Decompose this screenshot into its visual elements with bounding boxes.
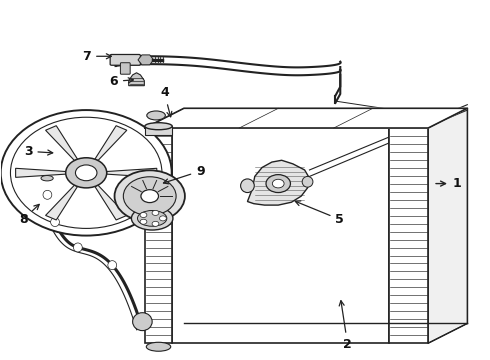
Polygon shape: [428, 108, 467, 343]
Text: 1: 1: [436, 177, 462, 190]
Text: 8: 8: [19, 204, 39, 226]
Ellipse shape: [50, 217, 59, 226]
Circle shape: [272, 179, 284, 188]
Circle shape: [10, 117, 162, 228]
Polygon shape: [129, 73, 145, 86]
Circle shape: [0, 110, 172, 235]
Text: 2: 2: [339, 301, 352, 351]
Bar: [172, 128, 389, 343]
Polygon shape: [95, 126, 127, 161]
Circle shape: [140, 219, 147, 224]
Text: 3: 3: [24, 145, 53, 158]
Ellipse shape: [241, 179, 254, 193]
Ellipse shape: [147, 111, 165, 120]
Circle shape: [152, 210, 159, 215]
Bar: [145, 126, 172, 135]
Text: 6: 6: [109, 75, 133, 88]
Bar: [145, 128, 172, 343]
Circle shape: [66, 158, 107, 188]
Circle shape: [141, 190, 159, 203]
Ellipse shape: [108, 261, 117, 270]
FancyBboxPatch shape: [110, 54, 141, 65]
Polygon shape: [95, 185, 127, 220]
Bar: [389, 128, 428, 343]
Text: 7: 7: [82, 50, 111, 63]
Circle shape: [266, 175, 291, 193]
Circle shape: [140, 212, 147, 217]
Polygon shape: [46, 185, 77, 220]
Circle shape: [159, 216, 166, 221]
Ellipse shape: [302, 176, 313, 187]
Ellipse shape: [145, 123, 172, 130]
Polygon shape: [46, 126, 77, 161]
Circle shape: [115, 170, 185, 222]
Circle shape: [123, 177, 176, 216]
Ellipse shape: [131, 207, 173, 230]
Text: 5: 5: [295, 201, 344, 226]
Circle shape: [75, 165, 97, 181]
Text: 9: 9: [164, 165, 205, 184]
Polygon shape: [16, 168, 66, 177]
Ellipse shape: [74, 243, 82, 252]
Ellipse shape: [138, 211, 167, 226]
Polygon shape: [247, 160, 310, 205]
Polygon shape: [145, 108, 467, 128]
Polygon shape: [107, 168, 157, 177]
Ellipse shape: [41, 176, 53, 181]
Circle shape: [152, 221, 159, 226]
Ellipse shape: [133, 313, 152, 330]
FancyBboxPatch shape: [121, 63, 130, 74]
Text: 4: 4: [160, 86, 172, 117]
Ellipse shape: [43, 190, 52, 199]
Ellipse shape: [147, 342, 171, 351]
